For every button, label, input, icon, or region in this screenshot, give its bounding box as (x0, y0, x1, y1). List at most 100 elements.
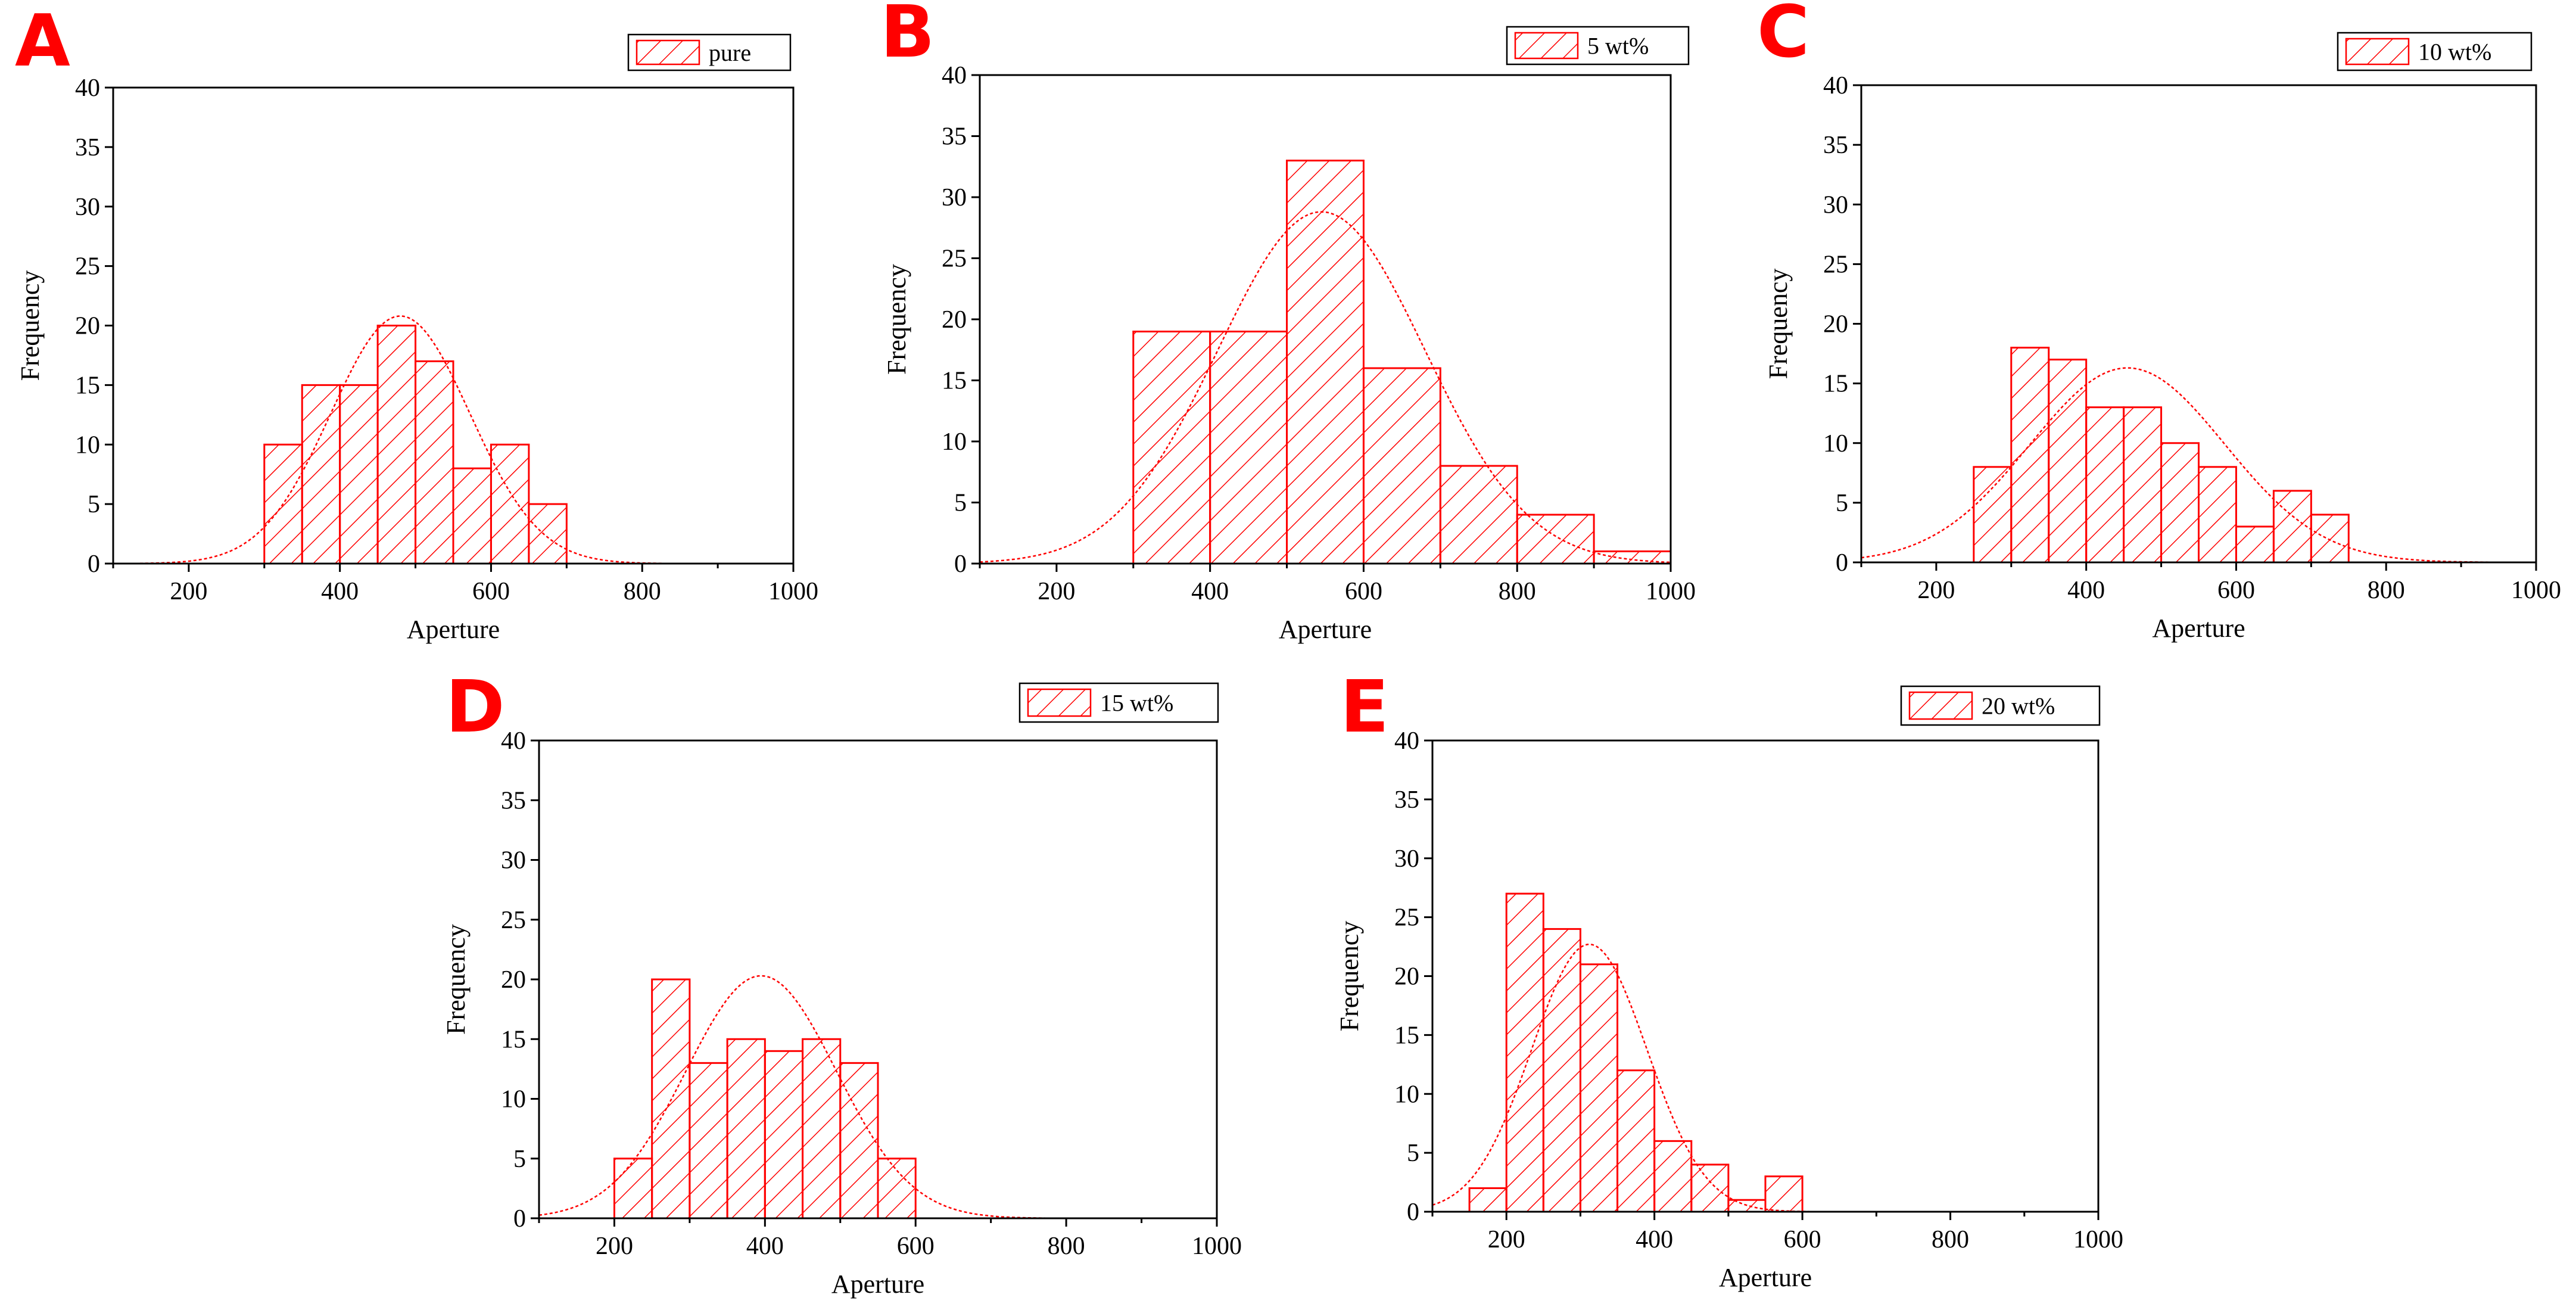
x-tick-label: 600 (1784, 1226, 1821, 1253)
y-tick-label: 20 (75, 313, 100, 340)
y-tick-label: 5 (88, 491, 100, 518)
histogram-bar (339, 384, 379, 565)
x-tick-label: 1000 (1646, 578, 1696, 605)
y-tick-label: 35 (501, 787, 526, 814)
histogram-bar (1439, 465, 1518, 565)
panel-letter: A (15, 0, 70, 83)
histogram-bar (764, 1050, 804, 1219)
y-tick-label: 40 (1394, 727, 1419, 755)
x-tick-label: 400 (1191, 578, 1229, 605)
y-axis-title: Frequency (441, 924, 471, 1035)
y-tick-label: 10 (501, 1086, 526, 1113)
x-axis-title: Aperture (1719, 1263, 1812, 1292)
histogram-bar (877, 1158, 917, 1219)
y-tick-label: 35 (942, 123, 967, 151)
x-tick-label: 1000 (768, 578, 818, 605)
histogram-bar (1362, 367, 1441, 565)
histogram-bar (1542, 928, 1581, 1213)
panel-letter: C (1757, 0, 1809, 74)
x-axis-title: Aperture (1279, 615, 1372, 644)
histogram-bar (528, 503, 568, 565)
y-tick-label: 25 (1394, 904, 1419, 932)
x-tick-label: 1000 (2073, 1226, 2123, 1253)
x-tick-label: 200 (170, 578, 207, 605)
legend-label: pure (709, 39, 751, 66)
histogram-bar (2198, 466, 2237, 564)
chart-panel-e: E 0 5 10 15 20 25 30 35 40 200 400 600 800 1000 Apertur… (1335, 666, 2123, 1292)
histogram-bar (1505, 892, 1544, 1213)
histogram-bar (1616, 1069, 1656, 1213)
y-tick-label: 20 (501, 966, 526, 994)
y-tick-label: 10 (1823, 430, 1848, 458)
y-tick-label: 25 (501, 907, 526, 934)
legend-label: 15 wt% (1100, 690, 1173, 717)
histogram-bar (1468, 1187, 1507, 1213)
y-tick-label: 10 (75, 431, 100, 459)
normal-fit-curve (979, 211, 1671, 564)
x-tick-label: 200 (1038, 578, 1075, 605)
histogram-bar (2010, 347, 2050, 564)
y-tick-label: 5 (513, 1146, 526, 1173)
histogram-bar (1973, 466, 2013, 564)
panel-letter: D (446, 666, 505, 749)
legend-swatch (1514, 32, 1579, 60)
y-axis-title: Frequency (1764, 269, 1793, 379)
histogram-bar (1690, 1163, 1730, 1213)
histogram-bar (2085, 406, 2125, 564)
x-tick-label: 400 (2067, 577, 2105, 604)
x-tick-label: 800 (1048, 1233, 1085, 1260)
y-tick-label: 20 (1823, 311, 1848, 338)
normal-fit-curve (113, 315, 793, 565)
x-tick-label: 200 (596, 1233, 633, 1260)
y-axis-title: Frequency (882, 264, 911, 375)
y-tick-label: 40 (501, 727, 526, 755)
chart-panel-b: B 0 5 10 15 20 25 30 35 40 200 400 600 800 1000 Apertur… (880, 0, 1696, 644)
x-tick-label: 400 (321, 578, 359, 605)
y-tick-label: 15 (1823, 371, 1848, 398)
y-tick-label: 30 (942, 184, 967, 211)
y-tick-label: 5 (1836, 490, 1848, 517)
legend-label: 10 wt% (2418, 39, 2491, 66)
histogram-bar (1579, 963, 1619, 1213)
x-axis-title: Aperture (2152, 614, 2245, 643)
histogram-bar (2235, 525, 2275, 564)
x-tick-label: 800 (624, 578, 661, 605)
x-tick-label: 200 (1917, 577, 1955, 604)
y-tick-label: 35 (1394, 786, 1419, 814)
y-axis-title: Frequency (15, 270, 45, 381)
x-tick-label: 400 (1636, 1226, 1673, 1253)
histogram-bar (1516, 514, 1595, 565)
histogram-bar (490, 443, 530, 565)
y-tick-label: 0 (954, 550, 967, 578)
x-axis-title: Aperture (407, 615, 500, 644)
histogram-bar (301, 384, 341, 565)
y-tick-label: 0 (1836, 549, 1848, 577)
x-tick-label: 600 (897, 1233, 935, 1260)
x-axis-title: Aperture (831, 1270, 924, 1299)
legend-swatch (2345, 38, 2410, 66)
y-tick-label: 35 (1823, 132, 1848, 159)
y-tick-label: 0 (513, 1205, 526, 1233)
histogram-bar (2160, 442, 2200, 564)
legend-swatch (1908, 691, 1973, 720)
y-tick-label: 0 (88, 550, 100, 578)
histogram-bar (2048, 359, 2088, 564)
histogram-bar (2123, 406, 2163, 564)
y-tick-label: 40 (942, 62, 967, 89)
y-tick-label: 25 (1823, 251, 1848, 278)
legend-label: 5 wt% (1587, 33, 1649, 60)
histogram-bar (613, 1158, 653, 1219)
histogram-bar (415, 360, 454, 565)
y-tick-label: 40 (75, 74, 100, 102)
histogram-bar (689, 1062, 728, 1219)
y-axis-title: Frequency (1335, 921, 1364, 1032)
histogram-bar (1209, 331, 1288, 565)
y-tick-label: 25 (75, 253, 100, 281)
y-tick-label: 30 (501, 847, 526, 875)
legend-label: 20 wt% (1982, 693, 2055, 720)
x-tick-label: 1000 (1192, 1233, 1242, 1260)
histogram-bar (1132, 331, 1211, 565)
y-tick-label: 0 (1407, 1199, 1419, 1226)
legend-swatch (636, 39, 700, 66)
